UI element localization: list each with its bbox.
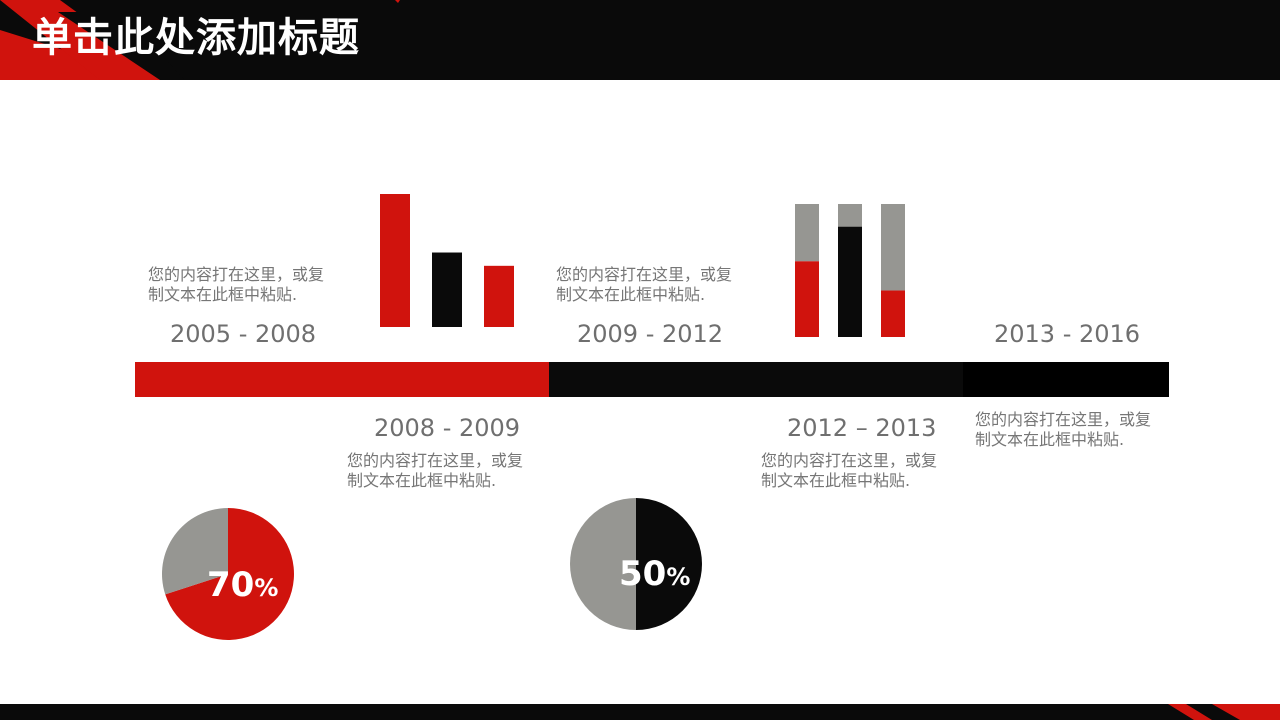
period-label-2009-2012: 2009 - 2012 <box>577 320 724 348</box>
pie-chart-1 <box>162 508 294 640</box>
header-red-slash-decoration <box>0 0 400 80</box>
timeline-segment-dark <box>549 362 963 397</box>
stacked-bar-1-upper <box>795 204 819 262</box>
description-text-3[interactable]: 您的内容打在这里，或复 制文本在此框中粘贴. <box>556 265 733 304</box>
pie-2-label: 50% <box>619 557 690 591</box>
page-title[interactable]: 单击此处添加标题 <box>32 15 360 61</box>
stacked-bar-3-upper <box>881 204 905 291</box>
stacked-bar-3-lower <box>881 290 905 337</box>
pie-chart-2 <box>570 498 702 630</box>
description-text-2[interactable]: 您的内容打在这里，或复 制文本在此框中粘贴. <box>347 451 524 490</box>
pie-1-unit: % <box>254 574 279 602</box>
pie-chart-1-slice-2 <box>162 508 228 595</box>
pie-chart-2-slice-2 <box>570 498 636 630</box>
bar-chart-1 <box>380 194 514 327</box>
stacked-bar-1-lower <box>795 261 819 337</box>
footer-red-slash-decoration <box>1168 704 1280 720</box>
bar-3 <box>484 265 514 327</box>
bar-chart-2 <box>795 204 905 337</box>
stacked-bar-2-lower <box>838 226 862 337</box>
bar-1 <box>380 194 410 327</box>
description-text-1[interactable]: 您的内容打在这里，或复 制文本在此框中粘贴. <box>148 265 325 304</box>
period-label-2008-2009: 2008 - 2009 <box>374 414 521 442</box>
period-label-2005-2008: 2005 - 2008 <box>170 320 317 348</box>
timeline-segment-red <box>135 362 549 397</box>
header-bar: 单击此处添加标题 <box>0 0 1280 80</box>
timeline-segment-black <box>963 362 1169 397</box>
pie-chart-1-slice-1 <box>165 508 294 640</box>
pie-chart-2-slice-1 <box>636 498 702 630</box>
timeline-bar <box>135 362 1169 397</box>
description-text-5[interactable]: 您的内容打在这里，或复 制文本在此框中粘贴. <box>975 410 1152 449</box>
footer-bar <box>0 704 1280 720</box>
period-label-2013-2016: 2013 - 2016 <box>994 320 1141 348</box>
period-label-2012-2013: 2012 – 2013 <box>787 414 937 442</box>
pie-2-value: 50 <box>619 554 667 594</box>
stacked-bar-2-upper <box>838 204 862 227</box>
pie-2-unit: % <box>666 563 691 591</box>
pie-1-label: 70% <box>207 568 278 602</box>
bar-2 <box>432 252 462 327</box>
description-text-4[interactable]: 您的内容打在这里，或复 制文本在此框中粘贴. <box>761 451 938 490</box>
pie-1-value: 70 <box>207 565 255 605</box>
